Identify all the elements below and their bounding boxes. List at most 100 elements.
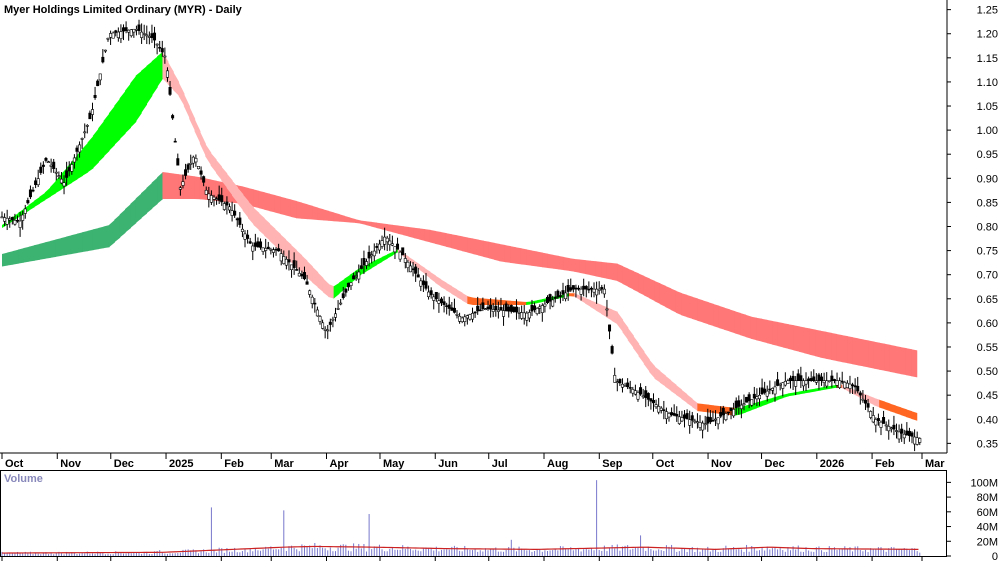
candle-body — [683, 414, 687, 419]
long-band-segment — [92, 227, 99, 251]
short-band-segment — [531, 300, 538, 305]
candle-body — [290, 264, 294, 270]
candle-body — [93, 95, 97, 98]
long-band-segment — [76, 232, 83, 254]
short-band-segment — [242, 194, 249, 219]
long-band-segment — [18, 248, 24, 264]
candle-body — [202, 176, 206, 183]
time-axis: Oct Nov Dec 2025 Feb Mar Apr May Jun Jul Aug Sep Oct… — [1, 453, 945, 561]
candle-body — [706, 416, 710, 424]
short-band-segment — [215, 159, 222, 181]
short-band-segment — [419, 264, 426, 275]
candle-body — [610, 346, 614, 354]
long-band-segment — [34, 243, 41, 261]
long-band-segment — [745, 314, 752, 339]
candle-body — [349, 282, 353, 286]
candle-body — [804, 380, 808, 385]
price-tick-label: 0.55 — [977, 342, 998, 354]
candle-body — [651, 399, 655, 404]
short-band-segment — [12, 212, 19, 222]
time-tick-label: Feb — [875, 458, 895, 470]
short-band-segment — [633, 335, 640, 357]
long-band-segment — [189, 175, 196, 200]
long-band-segment — [248, 187, 254, 207]
short-band-segment — [98, 120, 105, 163]
candle-body — [835, 380, 839, 386]
candle-body — [326, 329, 330, 332]
candle-body — [256, 241, 260, 248]
candle-body — [383, 236, 387, 245]
candle-body — [111, 32, 115, 39]
candle-body — [137, 24, 141, 31]
candle-body — [129, 29, 133, 37]
short-band-segment — [665, 375, 672, 391]
candle-body — [757, 395, 761, 400]
candle-body — [52, 161, 56, 169]
candle-body — [884, 424, 888, 427]
candle-body — [18, 220, 22, 228]
long-band-segment — [258, 190, 265, 210]
long-band-segment — [312, 205, 319, 220]
candle-body — [341, 293, 345, 298]
candle-body — [331, 318, 335, 321]
long-band-segment — [831, 332, 838, 361]
candle-body — [31, 189, 35, 192]
short-band-segment — [226, 173, 233, 196]
short-band-segment — [675, 384, 682, 399]
candle-body — [385, 237, 389, 243]
candle-body — [577, 287, 581, 290]
long-band-segment — [782, 323, 789, 349]
candle-body — [716, 417, 720, 425]
candle-body — [838, 380, 842, 388]
candle-body — [915, 437, 919, 445]
long-band-segment — [563, 256, 570, 271]
short-band-segment — [76, 148, 83, 180]
price-tick-label: 0.50 — [977, 366, 998, 378]
candle-body — [708, 417, 712, 423]
candle-body — [173, 140, 177, 143]
candle-body — [59, 178, 63, 184]
short-band-segment — [125, 83, 131, 134]
candle-body — [269, 248, 273, 251]
candle-body — [414, 266, 418, 274]
long-band-segment — [740, 313, 747, 337]
short-band-segment — [798, 390, 805, 395]
candle-body — [734, 400, 738, 409]
candle-body — [752, 393, 756, 399]
candle-body — [274, 248, 278, 251]
candle-body — [62, 182, 66, 187]
candle-body — [344, 288, 348, 293]
candle-body — [871, 415, 875, 423]
short-band-segment — [205, 143, 212, 166]
candle-body — [910, 432, 914, 437]
candle-body — [70, 164, 74, 172]
long-band-segment — [889, 344, 896, 373]
candle-body — [445, 305, 449, 307]
long-band-segment — [269, 193, 276, 213]
candle-body — [251, 245, 255, 252]
long-band-segment — [60, 236, 67, 256]
volume-bars — [1, 480, 921, 556]
short-band-segment — [87, 135, 94, 173]
long-band-segment — [847, 336, 854, 365]
candle-body — [745, 396, 749, 403]
candle-body — [427, 291, 431, 298]
candle-body — [615, 381, 619, 383]
candle-body — [587, 288, 591, 291]
candle-body — [248, 241, 252, 244]
candle-body — [721, 407, 725, 416]
candle-body — [212, 196, 216, 200]
long-band-segment — [306, 204, 313, 220]
candle-body — [375, 245, 379, 248]
candle-body — [882, 417, 886, 424]
candle-body — [150, 33, 154, 38]
candle-body — [848, 383, 852, 389]
short-band-segment — [788, 392, 795, 397]
candle-body — [786, 380, 790, 384]
long-band-segment — [87, 229, 94, 252]
candle-body — [181, 181, 185, 186]
candle-body — [869, 411, 873, 418]
candle-body — [315, 309, 319, 317]
candle-body — [460, 317, 464, 323]
long-band-segment — [772, 320, 779, 347]
